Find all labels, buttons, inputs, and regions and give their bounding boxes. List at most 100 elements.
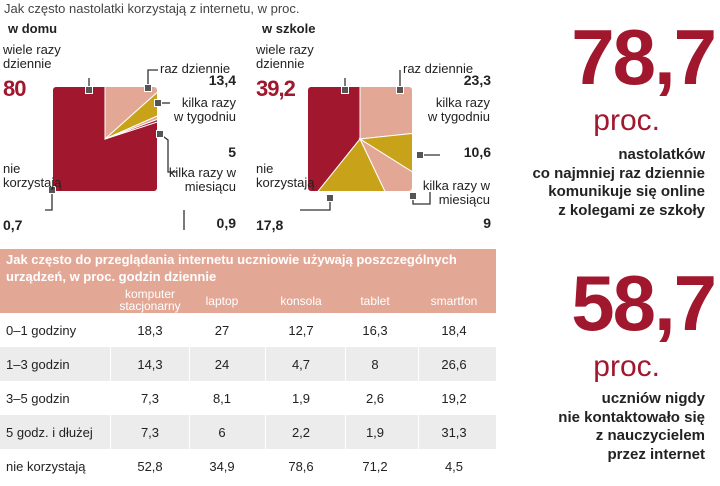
table-row: 1–3 godzin 14,3 24 4,7 8 26,6 [0,347,496,381]
home-label-many: wiele razy dziennie [3,42,61,71]
leader-marker [85,86,93,94]
stat-1-unit: proc. [593,104,660,137]
table-cell: 12,7 [288,323,314,338]
table-cell: 78,6 [288,459,314,474]
pie-charts [45,69,440,230]
school-value-none: 17,8 [256,217,284,233]
home-value-none: 0,7 [3,217,23,233]
row-label: 5 godz. i dłużej [6,425,93,440]
table-row: nie korzystają 52,8 34,9 78,6 71,2 4,5 [0,449,496,483]
school-label-many: wiele razy dziennie [256,42,314,71]
table-cell: 52,8 [137,459,163,474]
column-separator [418,381,419,415]
school-label-month: kilka razy w miesiącu [422,178,490,207]
table-cell: 4,7 [291,357,311,372]
column-separator [418,347,419,381]
home-value-week: 5 [228,144,236,160]
column-separator [189,449,190,483]
column-separator [418,415,419,449]
leader-line [300,198,331,211]
stat-1-value: 78,7 [571,13,717,101]
table-cell: 31,3 [441,425,467,440]
school-value-week: 10,6 [463,144,491,160]
column-separator [345,313,346,347]
table-cell: 2,6 [365,391,385,406]
leader-marker [156,130,164,138]
home-value-many: 80 [3,76,27,101]
stat-2-value: 58,7 [571,259,717,347]
table-row: 0–1 godziny 18,3 27 12,7 16,3 18,4 [0,313,496,347]
stat-2-unit: proc. [593,350,660,383]
column-separator [418,449,419,483]
school-slice-1 [359,86,413,140]
devices-table: Jak często do przeglądania internetu ucz… [0,249,496,483]
col-header: konsola [280,294,322,308]
table-cell: 71,2 [362,459,388,474]
column-separator [345,347,346,381]
col-header: tablet [360,294,390,308]
stat-2-description: uczniów nigdy nie kontaktowało się z naucz… [558,390,705,463]
row-label: 0–1 godziny [6,323,77,338]
table-cell: 16,3 [362,323,388,338]
table-cell: 18,3 [137,323,163,338]
table-cell: 34,9 [209,459,235,474]
school-value-many: 39,2 [256,76,296,101]
row-label: 1–3 godzin [6,357,70,372]
table-column-headers: komputer stacjonarny laptop konsola tabl… [0,287,496,313]
table-cell: 8,1 [212,391,232,406]
col-header: komputer stacjonarny [119,287,181,313]
table-cell: 4,5 [444,459,464,474]
school-label-once: raz dziennie [403,61,474,76]
column-separator [265,313,266,347]
column-separator [110,313,111,347]
column-separator [189,347,190,381]
col-header: laptop [205,294,239,308]
column-separator [110,381,111,415]
table-cell: 7,3 [140,391,160,406]
table-cell: 2,2 [291,425,311,440]
table-cell: 18,4 [441,323,467,338]
table-cell: 1,9 [291,391,311,406]
table-row: 5 godz. i dłużej 7,3 6 2,2 1,9 31,3 [0,415,496,449]
column-separator [265,449,266,483]
table-cell: 24 [214,357,230,372]
table-cell: 27 [214,323,230,338]
home-label-month: kilka razy w miesiącu [168,165,236,194]
home-value-once: 13,4 [208,72,236,88]
column-separator [345,381,346,415]
table-cell: 14,3 [137,357,163,372]
home-value-month: 0,9 [216,215,236,231]
home-slice-1 [104,86,158,141]
leader-marker [409,192,417,200]
leader-marker [326,194,334,202]
table-cell: 8 [371,357,379,372]
row-label: 3–5 godzin [6,391,70,406]
column-separator [265,415,266,449]
table-row: 3–5 godzin 7,3 8,1 1,9 2,6 19,2 [0,381,496,415]
home-pie-title: w domu [8,21,58,36]
column-separator [418,313,419,347]
school-pie-frame [306,85,414,193]
row-label: nie korzystają [6,459,86,474]
leader-marker [416,151,424,159]
column-separator [189,313,190,347]
table-cell: 1,9 [365,425,385,440]
home-pie-frame [51,85,159,193]
column-separator [189,415,190,449]
home-slice-4 [104,101,158,140]
column-separator [345,415,346,449]
column-separator [265,347,266,381]
home-label-once: raz dziennie [160,61,231,76]
column-separator [189,381,190,415]
school-slice-3 [358,137,413,192]
table-cell: 19,2 [441,391,467,406]
infographic-title: Jak często nastolatki korzystają z inter… [4,1,300,16]
table-cell: 6 [218,425,226,440]
table-title: Jak często do przeglądania internetu ucz… [0,249,496,287]
column-separator [345,449,346,483]
school-label-week: kilka razy w tygodniu [427,95,490,124]
table-cell: 7,3 [140,425,160,440]
leader-marker [144,84,152,92]
home-label-none: nie korzystają [3,161,62,190]
leader-marker [341,86,349,94]
